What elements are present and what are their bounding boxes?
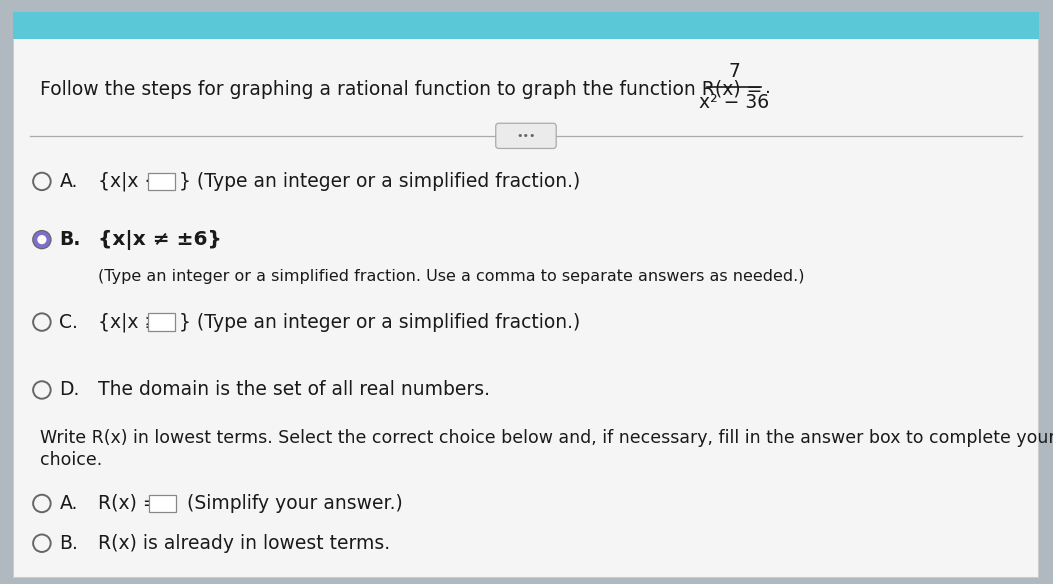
Bar bbox=[13, 12, 1039, 39]
Text: (Simplify your answer.): (Simplify your answer.) bbox=[181, 494, 403, 513]
Text: .: . bbox=[766, 78, 771, 97]
Text: The domain is the set of all real numbers.: The domain is the set of all real number… bbox=[98, 381, 491, 399]
Text: Follow the steps for graphing a rational function to graph the function R(x) =: Follow the steps for graphing a rational… bbox=[40, 80, 762, 99]
Text: B.: B. bbox=[59, 230, 81, 249]
Text: A.: A. bbox=[59, 494, 78, 513]
Text: C.: C. bbox=[59, 312, 78, 332]
Text: A.: A. bbox=[59, 172, 78, 191]
Text: R(x) is already in lowest terms.: R(x) is already in lowest terms. bbox=[98, 534, 391, 552]
Text: choice.: choice. bbox=[40, 451, 102, 469]
Text: •••: ••• bbox=[516, 131, 536, 141]
Text: {x|x <: {x|x < bbox=[98, 172, 166, 191]
Bar bbox=[147, 173, 175, 190]
Text: } (Type an integer or a simplified fraction.): } (Type an integer or a simplified fract… bbox=[179, 172, 580, 191]
Text: (Type an integer or a simplified fraction. Use a comma to separate answers as ne: (Type an integer or a simplified fractio… bbox=[98, 269, 804, 284]
Text: x² − 36: x² − 36 bbox=[699, 93, 769, 112]
Text: 7: 7 bbox=[729, 62, 740, 81]
Bar bbox=[147, 314, 175, 331]
Text: {x|x ≥: {x|x ≥ bbox=[98, 312, 166, 332]
Circle shape bbox=[34, 232, 49, 248]
Text: R(x) =: R(x) = bbox=[98, 494, 165, 513]
FancyBboxPatch shape bbox=[496, 123, 556, 148]
Text: Write R(x) in lowest terms. Select the correct choice below and, if necessary, f: Write R(x) in lowest terms. Select the c… bbox=[40, 429, 1053, 447]
Text: {x|x ≠ ±6}: {x|x ≠ ±6} bbox=[98, 230, 222, 249]
Bar bbox=[148, 495, 176, 512]
Text: D.: D. bbox=[59, 381, 80, 399]
Text: } (Type an integer or a simplified fraction.): } (Type an integer or a simplified fract… bbox=[179, 312, 580, 332]
Text: B.: B. bbox=[59, 534, 78, 552]
Circle shape bbox=[38, 236, 45, 244]
